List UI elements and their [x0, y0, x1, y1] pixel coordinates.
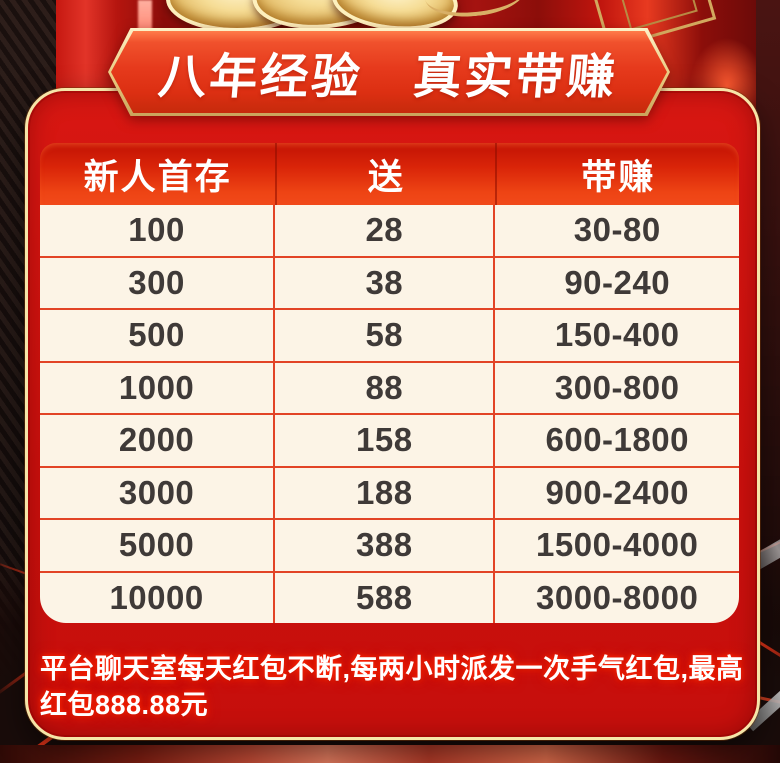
table-cell: 100: [40, 205, 276, 256]
promo-panel: 新人首存 送 带赚 100 28 30-80 300 38 90-240 500 58 150-…: [25, 88, 760, 740]
table-row: 1000 88 300-800: [40, 360, 739, 413]
table-row: 2000 158 600-1800: [40, 413, 739, 466]
table-row: 3000 188 900-2400: [40, 465, 739, 518]
table-cell: 1000: [40, 362, 276, 413]
deposit-bonus-table: 新人首存 送 带赚 100 28 30-80 300 38 90-240 500 58 150-…: [40, 143, 739, 623]
banner-title: 八年经验 真实带赚: [156, 51, 621, 104]
table-cell: 38: [275, 257, 496, 308]
table-row: 500 58 150-400: [40, 308, 739, 361]
table-row: 10000 588 3000-8000: [40, 570, 739, 623]
banner-background: 八年经验 真实带赚: [111, 31, 667, 113]
table-cell: 10000: [40, 572, 276, 623]
table-cell: 300-800: [554, 368, 680, 406]
table-cell: 28: [275, 205, 496, 256]
table-header-bonus: 送: [275, 143, 495, 205]
table-cell: 90-240: [564, 263, 671, 301]
table-cell: 5000: [40, 520, 276, 571]
table-cell: 158: [275, 415, 496, 466]
table-cell: 88: [275, 362, 496, 413]
table-header-first-deposit: 新人首存: [83, 157, 232, 197]
table-body: 100 28 30-80 300 38 90-240 500 58 150-400 1000 88 3…: [40, 205, 739, 623]
table-cell: 300: [40, 257, 276, 308]
background-floor: [0, 745, 780, 763]
table-cell: 3000: [40, 467, 276, 518]
table-cell: 600-1800: [545, 421, 689, 459]
table-cell: 3000-8000: [536, 578, 699, 616]
table-cell: 1500-4000: [536, 526, 699, 564]
table-header-earn-range: 带赚: [495, 143, 739, 205]
table-cell: 188: [275, 467, 496, 518]
table-cell: 500: [40, 310, 276, 361]
promo-banner: 八年经验 真实带赚: [108, 28, 670, 116]
table-row: 100 28 30-80: [40, 205, 739, 256]
table-cell: 388: [275, 520, 496, 571]
table-cell: 900-2400: [545, 473, 689, 511]
footer-note: 平台聊天室每天红包不断,每两小时派发一次手气红包,最高红包888.88元: [40, 654, 744, 720]
table-cell: 150-400: [554, 316, 680, 354]
table-header-row: 新人首存 送 带赚: [40, 143, 739, 205]
table-cell: 58: [275, 310, 496, 361]
table-cell: 2000: [40, 415, 276, 466]
table-row: 5000 388 1500-4000: [40, 518, 739, 571]
table-cell: 30-80: [573, 211, 661, 249]
table-cell: 588: [275, 572, 496, 623]
table-row: 300 38 90-240: [40, 255, 739, 308]
